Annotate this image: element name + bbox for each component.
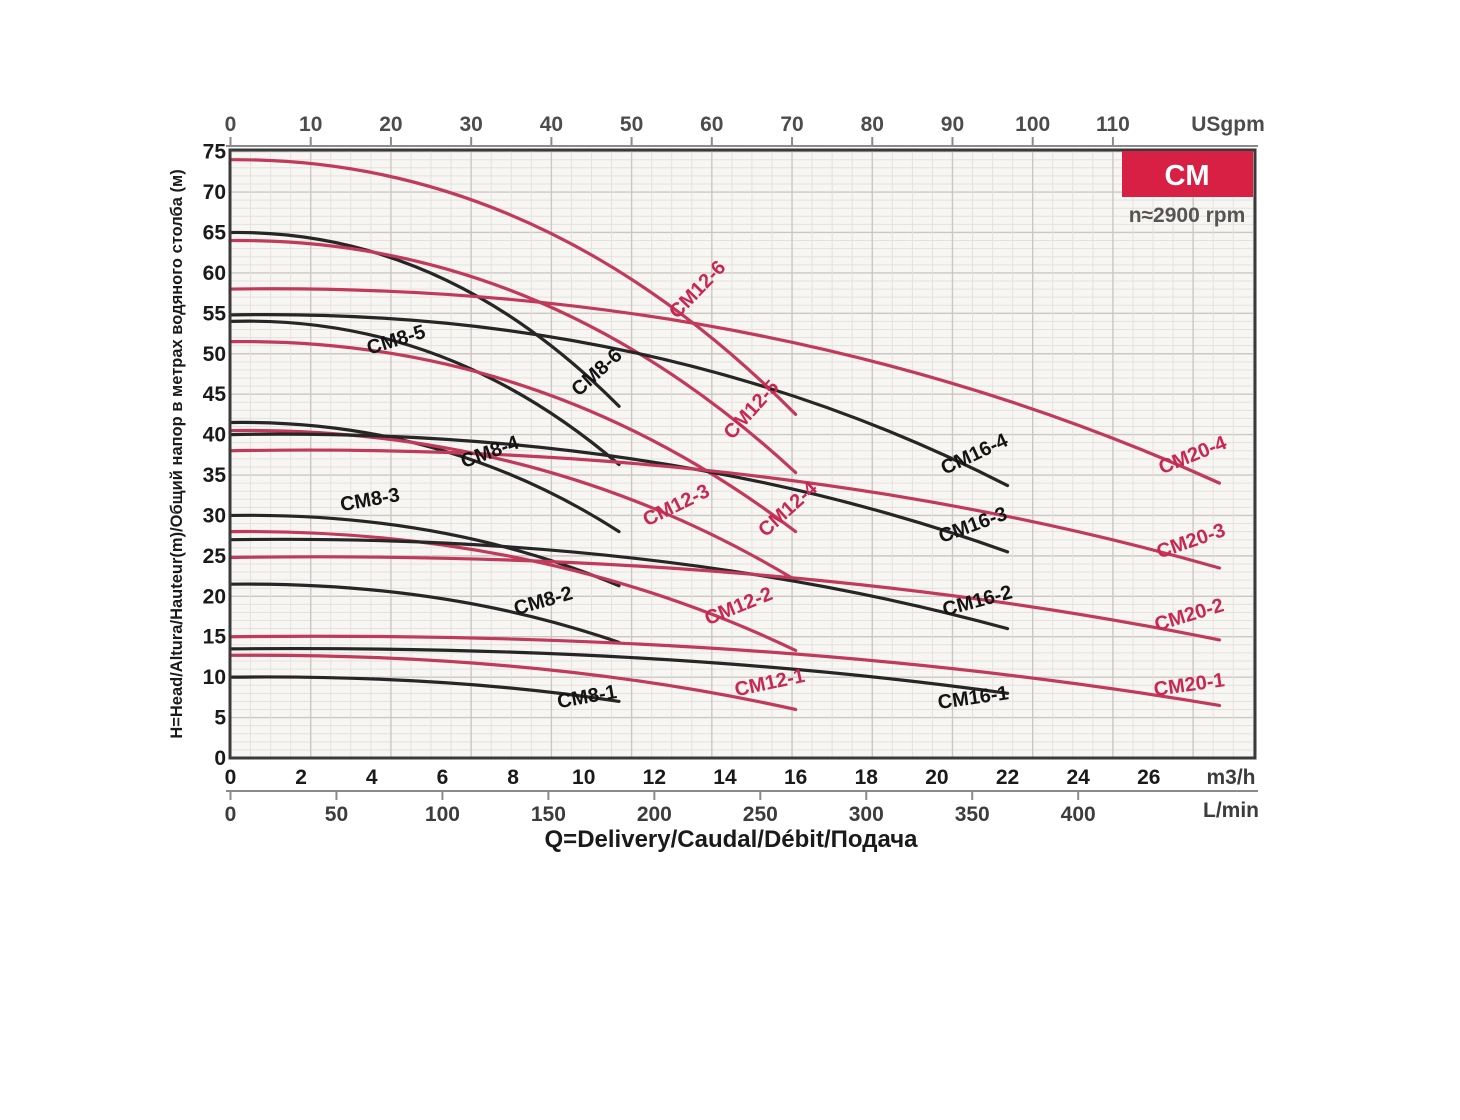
curve-CM12-1: [228, 653, 798, 712]
m3h-tick-label: 6: [437, 766, 449, 789]
m3h-tick-label: 20: [925, 766, 948, 789]
m3h-tick-label: 2: [295, 766, 307, 789]
top-axis-tick-label: 0: [225, 113, 237, 136]
left-axis-tick-label: 70: [203, 181, 226, 204]
m3h-tick-label: 0: [225, 766, 237, 789]
top-axis-tick-label: 90: [941, 113, 964, 136]
left-axis-tick-label: 20: [203, 585, 226, 608]
top-axis-tick-label: 60: [700, 113, 723, 136]
curve-CM12-6: [228, 158, 798, 416]
lmin-tick-label: 50: [325, 803, 348, 826]
curve-CM8-2: [228, 582, 621, 644]
lmin-tick-label: 300: [849, 803, 884, 826]
m3h-tick-label: 10: [572, 766, 595, 789]
usgpm-unit-label: USgpm: [1191, 113, 1265, 136]
lmin-unit-label: L/min: [1203, 799, 1259, 822]
left-axis-tick-label: 5: [214, 707, 226, 730]
plot-frame: [228, 148, 1257, 760]
m3h-unit-label: m3/h: [1206, 766, 1255, 789]
curve-CM12-4: [228, 340, 798, 534]
x-axis-title: Q=Delivery/Caudal/Débit/Подача: [545, 826, 919, 853]
curve-CM8-1: [228, 675, 621, 704]
curve-CM16-4: [228, 313, 1010, 488]
top-axis-usgpm: 0 10 20 30 40 50 60 70 80 90 100 110: [225, 113, 1258, 147]
curve-CM16-1: [228, 646, 1010, 695]
curve-CM12-3: [228, 428, 798, 582]
m3h-tick-label: 26: [1137, 766, 1160, 789]
lmin-tick-label: 100: [425, 803, 460, 826]
curve-CM16-2: [228, 537, 1010, 631]
lmin-tick-label: 400: [1061, 803, 1096, 826]
top-axis-tick-label: 110: [1096, 113, 1130, 136]
grid-lines: [230, 150, 1255, 758]
left-axis-tick-label: 40: [203, 424, 226, 447]
curve-CM8-3: [228, 513, 621, 588]
curve-CM16-3: [228, 432, 1010, 554]
left-axis-head: 0 5 10 15 20 25 30 35 40 45 50 55 60 65 70 75: [203, 141, 227, 770]
cm-series-badge: [1122, 151, 1253, 197]
lmin-tick-label: 150: [531, 803, 566, 826]
left-axis-tick-label: 55: [203, 302, 227, 325]
left-axis-tick-label: 25: [203, 545, 227, 568]
m3h-tick-label: 22: [996, 766, 1019, 789]
curve-CM20-2: [228, 555, 1222, 642]
left-axis-tick-label: 0: [214, 747, 226, 770]
bottom-axes: 0 2 4 6 8 10 12 14 16 18 20 22 24 260 50 100 150 200 250 30…: [225, 766, 1258, 826]
top-axis-tick-label: 100: [1015, 113, 1050, 136]
left-axis-tick-label: 15: [203, 626, 227, 649]
left-axis-tick-label: 35: [203, 464, 227, 487]
y-axis-title: H=Head/Altura/Hauteur(m)/Общий напор в м…: [168, 169, 186, 738]
top-axis-tick-label: 80: [861, 113, 884, 136]
left-axis-tick-label: 75: [203, 141, 227, 164]
m3h-tick-label: 24: [1067, 766, 1091, 789]
top-axis-tick-label: 70: [780, 113, 803, 136]
curve-CM8-4: [228, 420, 621, 534]
left-axis-tick-label: 60: [203, 262, 226, 285]
left-axis-tick-label: 45: [203, 383, 227, 406]
top-axis-tick-label: 30: [459, 113, 482, 136]
m3h-tick-label: 18: [855, 766, 879, 789]
top-axis-tick-label: 50: [620, 113, 643, 136]
m3h-tick-label: 14: [713, 766, 737, 789]
curve-CM8-6: [228, 230, 621, 408]
curve-CM8-5: [228, 319, 621, 467]
curve-CM20-1: [228, 634, 1222, 708]
left-axis-tick-label: 50: [203, 343, 226, 366]
lmin-tick-label: 350: [955, 803, 990, 826]
top-axis-tick-label: 10: [299, 113, 322, 136]
m3h-tick-label: 8: [507, 766, 519, 789]
left-axis-tick-label: 30: [203, 504, 226, 527]
plot-area: [230, 150, 1255, 758]
top-axis-tick-label: 40: [540, 113, 563, 136]
pump-speed-label: n≈2900 rpm: [1129, 204, 1246, 227]
m3h-tick-label: 16: [784, 766, 807, 789]
m3h-tick-label: 4: [366, 766, 378, 789]
pump-curves: [228, 158, 1222, 712]
top-axis-tick-label: 20: [379, 113, 402, 136]
left-axis-tick-label: 65: [203, 221, 227, 244]
curve-CM20-4: [228, 287, 1222, 485]
left-axis-tick-label: 10: [203, 666, 226, 689]
curve-CM20-3: [228, 448, 1222, 570]
lmin-tick-label: 200: [637, 803, 672, 826]
lmin-tick-label: 0: [225, 803, 237, 826]
lmin-tick-label: 250: [743, 803, 778, 826]
cm-series-badge-label: CM: [1164, 160, 1209, 192]
m3h-tick-label: 12: [643, 766, 666, 789]
curve-CM12-5: [228, 238, 798, 475]
